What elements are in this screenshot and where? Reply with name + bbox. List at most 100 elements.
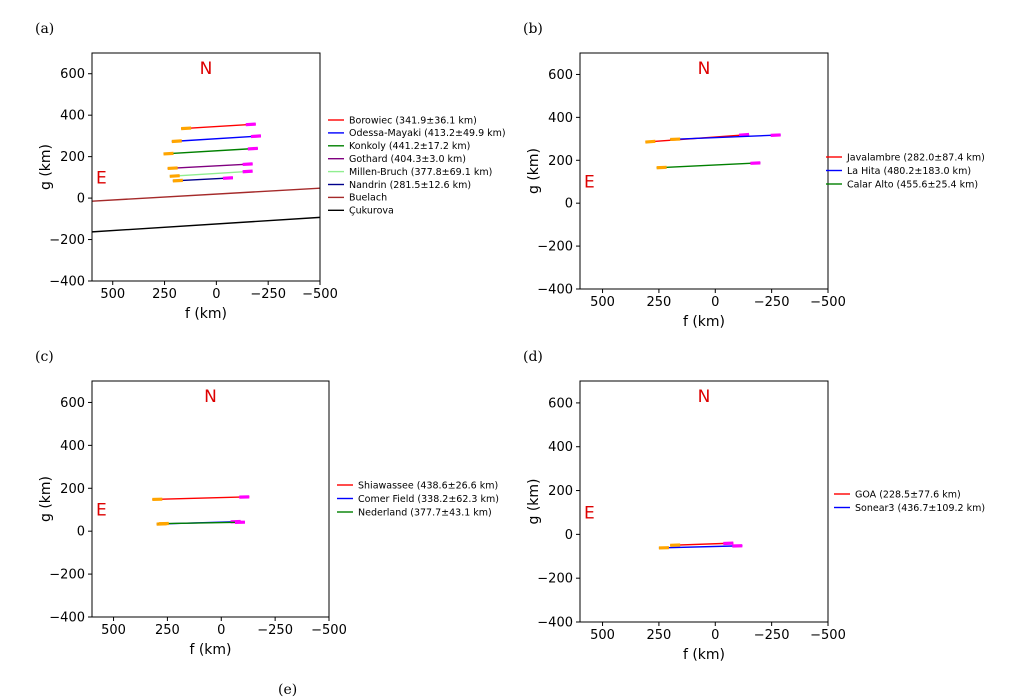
series-line bbox=[171, 135, 261, 143]
end-marker bbox=[245, 122, 256, 127]
series-line bbox=[670, 134, 781, 141]
legend-entry: Javalambre (282.0±87.4 km) bbox=[846, 152, 985, 163]
y-tick-label: 200 bbox=[60, 482, 85, 497]
y-axis-label: g (km) bbox=[38, 144, 54, 190]
start-marker bbox=[167, 166, 178, 171]
x-tick-label: −500 bbox=[810, 295, 846, 310]
end-marker bbox=[250, 134, 262, 139]
x-tick-label: −250 bbox=[754, 295, 790, 310]
series-line bbox=[152, 496, 250, 501]
start-marker bbox=[169, 174, 180, 178]
legend-entry: Konkoly (441.2±17.2 km) bbox=[349, 141, 470, 152]
x-tick-label: −250 bbox=[257, 623, 293, 638]
panel-b: (b) 500 250 0 −250 −500 −400 −200 0 200 400 600 f (k… bbox=[523, 21, 985, 330]
y-tick-label: 0 bbox=[77, 525, 85, 540]
y-tick-label: 0 bbox=[565, 197, 573, 212]
north-label: N bbox=[698, 387, 711, 407]
legend-entry: Nederland (377.7±43.1 km) bbox=[358, 507, 492, 518]
x-tick-label: −500 bbox=[810, 628, 846, 643]
series-line bbox=[670, 542, 734, 547]
east-label: E bbox=[96, 501, 107, 521]
legend-entry: Borowiec (341.9±36.1 km) bbox=[349, 115, 477, 126]
legend: GOA (228.5±77.6 km) Sonear3 (436.7±109.2 … bbox=[834, 489, 985, 514]
legend-entry: Comer Field (338.2±62.3 km) bbox=[358, 494, 499, 505]
x-tick-label: −250 bbox=[754, 628, 790, 643]
x-tick-label: −500 bbox=[311, 623, 347, 638]
panel-label: (d) bbox=[523, 349, 543, 365]
legend-entry: Nandrin (281.5±12.6 km) bbox=[349, 180, 471, 191]
x-tick-label: 0 bbox=[217, 623, 225, 638]
legend: Borowiec (341.9±36.1 km) Odessa-Mayaki (4… bbox=[328, 115, 506, 217]
end-marker bbox=[242, 169, 253, 174]
panel-a: (a) 500 250 0 −250 −500 −400 −200 0 200 400 600 f (k… bbox=[35, 21, 506, 322]
start-marker bbox=[163, 151, 174, 156]
y-tick-label: 600 bbox=[548, 396, 573, 411]
start-marker bbox=[171, 139, 182, 144]
y-tick-label: 600 bbox=[60, 396, 85, 411]
east-label: E bbox=[96, 168, 107, 188]
legend-entry: Sonear3 (436.7±109.2 km) bbox=[855, 503, 985, 514]
x-axis-label: f (km) bbox=[683, 647, 725, 663]
y-tick-label: 600 bbox=[60, 67, 85, 82]
legend-entry: Çukurova bbox=[349, 206, 394, 217]
panel-label-e: (e) bbox=[278, 682, 297, 697]
x-axis-label: f (km) bbox=[189, 642, 231, 658]
y-tick-label: 400 bbox=[60, 109, 85, 124]
east-label: E bbox=[584, 173, 595, 193]
x-tick-label: 500 bbox=[590, 295, 615, 310]
plot-area bbox=[152, 495, 250, 526]
end-marker bbox=[242, 162, 253, 167]
x-tick-label: 500 bbox=[590, 628, 615, 643]
legend: Javalambre (282.0±87.4 km) La Hita (480.2… bbox=[826, 152, 985, 190]
y-tick-label: 0 bbox=[77, 192, 85, 207]
y-tick-label: −400 bbox=[537, 616, 573, 631]
axes-frame bbox=[91, 52, 321, 282]
series-line bbox=[169, 170, 253, 178]
series-line bbox=[163, 147, 258, 155]
y-tick-label: 400 bbox=[60, 439, 85, 454]
x-tick-label: 250 bbox=[646, 628, 671, 643]
start-marker bbox=[181, 126, 192, 131]
y-axis-label: g (km) bbox=[526, 478, 542, 524]
y-tick-label: 200 bbox=[548, 154, 573, 169]
x-tick-label: 0 bbox=[212, 287, 220, 302]
x-axis-label: f (km) bbox=[683, 314, 725, 330]
y-tick-label: 400 bbox=[548, 111, 573, 126]
east-label: E bbox=[584, 503, 595, 523]
north-label: N bbox=[204, 387, 217, 407]
series-line bbox=[656, 162, 761, 169]
y-tick-label: 0 bbox=[565, 528, 573, 543]
series-line bbox=[92, 216, 320, 233]
y-tick-label: −400 bbox=[537, 283, 573, 298]
legend-entry: Millen-Bruch (377.8±69.1 km) bbox=[349, 167, 492, 178]
legend-entry: GOA (228.5±77.6 km) bbox=[855, 489, 961, 500]
x-tick-label: 0 bbox=[711, 628, 719, 643]
y-axis-label: g (km) bbox=[526, 148, 542, 194]
panel-c: (c) 500 250 0 −250 −500 −400 −200 0 200 400 600 f (k… bbox=[35, 349, 499, 658]
axes-frame bbox=[91, 380, 330, 618]
series-line bbox=[167, 163, 253, 170]
y-tick-label: 600 bbox=[548, 68, 573, 83]
start-marker bbox=[172, 178, 183, 183]
y-tick-label: 400 bbox=[548, 440, 573, 455]
legend: Shiawassee (438.6±26.6 km) Comer Field (3… bbox=[337, 480, 499, 518]
legend-entry: Buelach bbox=[349, 193, 387, 204]
axes-frame bbox=[579, 52, 829, 290]
panel-label: (c) bbox=[35, 349, 54, 365]
x-axis-label: f (km) bbox=[185, 306, 227, 322]
x-tick-label: −500 bbox=[302, 287, 338, 302]
panel-label: (b) bbox=[523, 21, 543, 37]
y-tick-label: −200 bbox=[537, 240, 573, 255]
x-tick-label: 0 bbox=[711, 295, 719, 310]
end-marker bbox=[739, 132, 750, 137]
x-tick-label: −250 bbox=[250, 287, 286, 302]
north-label: N bbox=[698, 59, 711, 79]
panel-d: (d) 500 250 0 −250 −500 −400 −200 0 200 400 600 f (k… bbox=[523, 349, 985, 663]
end-marker bbox=[247, 146, 258, 151]
panel-label: (a) bbox=[35, 21, 54, 37]
north-label: N bbox=[200, 59, 213, 79]
x-tick-label: 250 bbox=[155, 623, 180, 638]
y-tick-label: −200 bbox=[49, 233, 85, 248]
y-tick-label: −400 bbox=[49, 611, 85, 626]
